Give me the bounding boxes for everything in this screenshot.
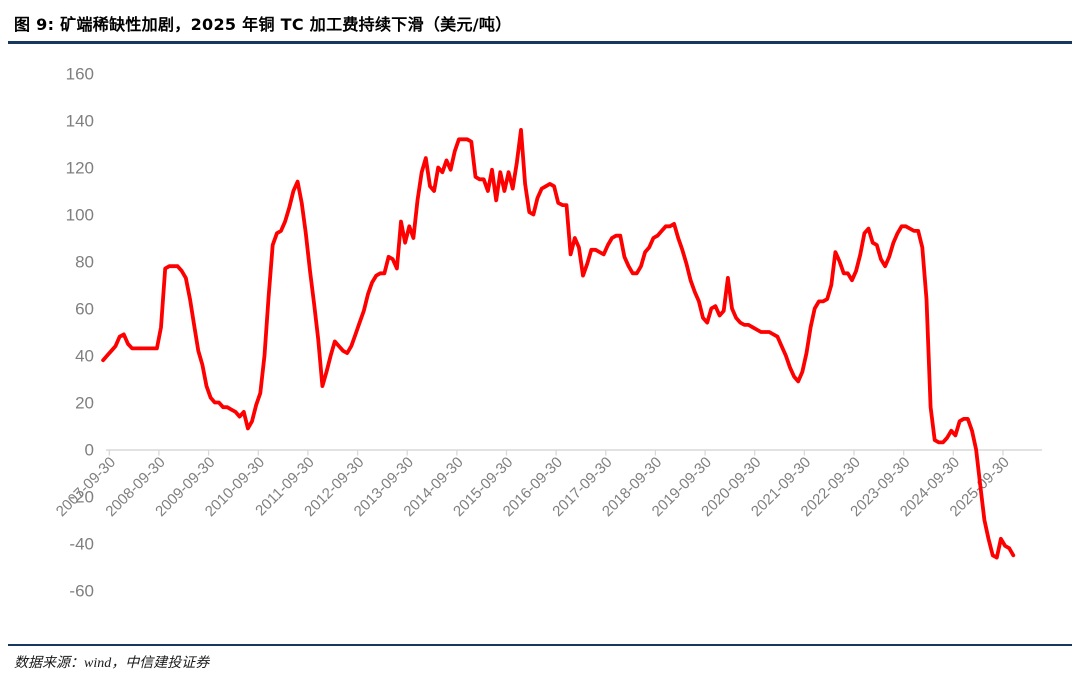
y-tick-label: -60 <box>69 582 94 601</box>
y-tick-label: 0 <box>85 441 94 460</box>
y-tick-label: 120 <box>66 159 94 178</box>
x-axis-labels: 2007-09-302008-09-302009-09-302010-09-30… <box>53 454 1013 520</box>
tc-fee-line <box>101 127 1016 560</box>
y-tick-label: 20 <box>75 394 94 413</box>
x-axis-ticks <box>108 450 1004 456</box>
y-tick-label: 100 <box>66 206 94 225</box>
figure-title: 图 9: 矿端稀缺性加剧，2025 年铜 TC 加工费持续下滑（美元/吨） <box>14 15 512 34</box>
y-tick-label: 80 <box>75 253 94 272</box>
title-divider <box>8 41 1072 44</box>
y-tick-label: 140 <box>66 112 94 131</box>
y-tick-label: -20 <box>69 488 94 507</box>
y-tick-label: 160 <box>66 65 94 84</box>
y-axis-labels: 160 140 120 100 80 60 40 20 0 -20 -40 -60 <box>66 65 94 601</box>
data-source: 数据来源：wind，中信建投证券 <box>14 656 210 671</box>
y-tick-label: 40 <box>75 347 94 366</box>
footer-divider <box>8 644 1072 646</box>
y-tick-label: 60 <box>75 300 94 319</box>
y-tick-label: -40 <box>69 535 94 554</box>
